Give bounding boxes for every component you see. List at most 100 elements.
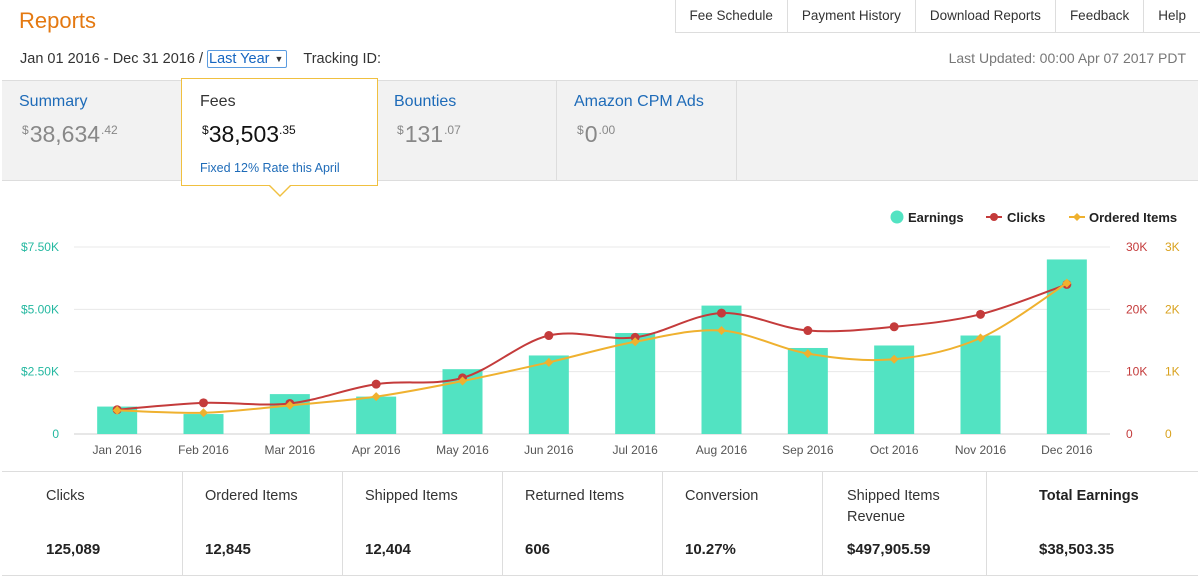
ordered-items-point (976, 333, 985, 343)
x-tick-label: Oct 2016 (870, 443, 919, 457)
legend-clicks-label: Clicks (1007, 210, 1045, 225)
stat-value: 125,089 (46, 541, 101, 558)
tile-summary-label: Summary (19, 93, 88, 110)
tile-fees-label: Fees (200, 93, 236, 110)
ordered-items-point (199, 408, 208, 418)
ordered-items-point (717, 326, 726, 336)
stat-value: $38,503.35 (1039, 541, 1115, 558)
legend-earnings-label: Earnings (908, 210, 964, 225)
ordered-items-point (458, 376, 467, 386)
y-right-clicks-tick-label: 0 (1126, 427, 1133, 441)
x-tick-label: Sep 2016 (782, 443, 834, 457)
stat-label: Shipped Items (365, 488, 458, 504)
tile-summary-value: $38,634.42 (22, 121, 118, 147)
stat-clicks: Clicks 125,089 (2, 472, 183, 575)
x-tick-label: Jan 2016 (92, 443, 142, 457)
x-tick-label: Apr 2016 (352, 443, 401, 457)
x-tick-label: Jul 2016 (612, 443, 658, 457)
clicks-point (976, 309, 985, 319)
y-left-tick-label: $7.50K (21, 240, 59, 254)
clicks-point (717, 308, 726, 318)
ordered-items-point (544, 357, 554, 367)
tile-bounties[interactable]: Bounties $131.07 (377, 81, 557, 180)
date-range-text: Jan 01 2016 - Dec 31 2016 / (20, 51, 203, 67)
stat-label: Returned Items (525, 488, 625, 504)
y-left-tick-label: $5.00K (21, 302, 59, 316)
ordered-items-point (285, 400, 295, 410)
stat-conversion: Conversion 10.27% (663, 472, 823, 575)
popover-arrow (269, 185, 291, 197)
stat-total-earnings: Total Earnings $38,503.35 (987, 472, 1198, 575)
date-range-selected: Last Year (209, 51, 270, 67)
y-right-clicks-tick-label: 30K (1126, 240, 1147, 254)
ordered-items-point (1062, 278, 1072, 288)
stat-label: Total Earnings (1039, 488, 1139, 504)
y-right-clicks-tick-label: 20K (1126, 302, 1147, 316)
clicks-point (803, 326, 813, 336)
nav-download-reports[interactable]: Download Reports (916, 0, 1056, 32)
earnings-chart: 0 0 0 $2.50K 10K 1K $5.00K 20K 2K $7.50K 30K 3K Jan … (2, 181, 1198, 472)
nav-help[interactable]: Help (1158, 8, 1186, 23)
fees-rate-link[interactable]: Fixed 12% Rate this April (200, 161, 340, 175)
tile-bounties-label: Bounties (394, 93, 457, 110)
clicks-point (889, 322, 899, 332)
tile-fees[interactable]: Fees $38,503.35 Fixed 12% Rate this Apri… (181, 78, 378, 197)
tracking-id-label: Tracking ID: (303, 51, 382, 67)
clicks-point (544, 331, 554, 341)
nav-payment-history[interactable]: Payment History (788, 0, 916, 32)
ordered-items-point (889, 354, 899, 364)
y-right-items-tick-label: 2K (1165, 302, 1180, 316)
x-tick-label: Aug 2016 (696, 443, 748, 457)
chart-svg: 0 0 0 $2.50K 10K 1K $5.00K 20K 2K $7.50K 30K 3K Jan … (21, 210, 1180, 457)
legend-earnings-marker (890, 210, 904, 224)
legend-items-label: Ordered Items (1089, 210, 1177, 225)
y-right-items-tick-label: 0 (1165, 427, 1172, 441)
stat-label: Conversion (685, 488, 759, 504)
stat-value: 12,404 (365, 541, 411, 558)
earnings-bar (960, 335, 1001, 434)
ordered-items-line (117, 282, 1068, 414)
stat-label: Shipped Items Revenue (847, 488, 940, 525)
stat-ordered-items: Ordered Items 12,845 (183, 472, 343, 575)
stat-label: Ordered Items (205, 488, 298, 504)
earnings-bar (701, 305, 742, 434)
stat-value: 12,845 (205, 541, 251, 558)
stat-label: Clicks (46, 488, 85, 504)
stats-row: Clicks 125,089 Ordered Items 12,845 Ship… (2, 472, 1198, 576)
stat-returned-items: Returned Items 606 (503, 472, 663, 575)
top-nav: Fee Schedule Payment History Download Re… (674, 0, 1200, 33)
nav-fee-schedule[interactable]: Fee Schedule (676, 0, 788, 32)
tile-summary[interactable]: Summary $38,634.42 (2, 81, 182, 180)
y-right-clicks-tick-label: 10K (1126, 365, 1147, 379)
x-tick-label: Nov 2016 (955, 443, 1007, 457)
stat-value: $497,905.59 (847, 541, 931, 558)
date-range-select[interactable]: Last Year ▼ (207, 50, 288, 68)
tile-fees-value: $38,503.35 (202, 121, 296, 147)
tile-bounties-value: $131.07 (397, 121, 461, 147)
x-tick-label: May 2016 (436, 443, 489, 457)
clicks-line (117, 283, 1068, 411)
earnings-bar (183, 414, 224, 434)
y-right-items-tick-label: 3K (1165, 240, 1180, 254)
earnings-bar (787, 347, 828, 434)
earnings-bar (528, 355, 569, 434)
y-right-items-tick-label: 1K (1165, 365, 1180, 379)
legend-clicks-marker (990, 213, 998, 221)
ordered-items-point (803, 349, 813, 359)
x-tick-label: Feb 2016 (178, 443, 229, 457)
tile-cpm-ads-value: $0.00 (577, 121, 616, 147)
x-tick-label: Jun 2016 (524, 443, 574, 457)
earnings-bar (615, 333, 656, 434)
page-title: Reports (19, 8, 97, 33)
tile-cpm-ads[interactable]: Amazon CPM Ads $0.00 (557, 81, 737, 180)
clicks-point (371, 379, 381, 389)
earnings-bar (356, 396, 397, 434)
y-left-tick-label: $2.50K (21, 365, 59, 379)
x-tick-label: Dec 2016 (1041, 443, 1093, 457)
ordered-items-point (371, 392, 381, 402)
stat-shipped-revenue: Shipped Items Revenue $497,905.59 (823, 472, 987, 575)
stat-value: 606 (525, 541, 551, 558)
nav-feedback[interactable]: Feedback (1056, 0, 1145, 32)
clicks-point (199, 398, 208, 408)
ordered-items-point (112, 405, 122, 415)
